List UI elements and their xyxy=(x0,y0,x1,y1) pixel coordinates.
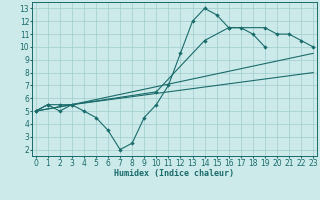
X-axis label: Humidex (Indice chaleur): Humidex (Indice chaleur) xyxy=(115,169,234,178)
